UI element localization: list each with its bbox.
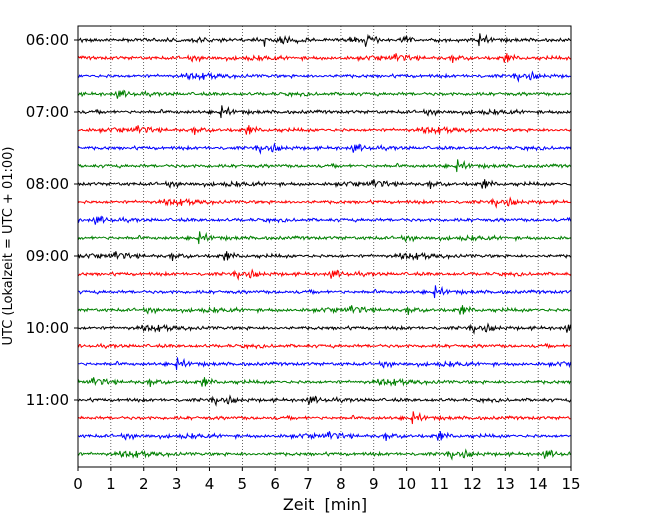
x-tick-label: 6 — [270, 475, 280, 493]
trace-line — [77, 431, 572, 441]
x-tick-label: 5 — [238, 475, 248, 493]
trace-line — [78, 70, 572, 83]
x-tick-label: 10 — [397, 475, 416, 493]
x-tick-label: 14 — [529, 475, 548, 493]
x-tick-label: 2 — [139, 475, 149, 493]
trace-line — [77, 231, 572, 245]
x-tick-label: 13 — [496, 475, 515, 493]
trace-line — [77, 268, 572, 281]
y-tick-label: 08:00 — [26, 175, 69, 193]
x-axis-ticks: 0 1 2 3 4 5 6 7 8 9 10 11 12 13 14 15 — [73, 467, 581, 493]
trace-line — [77, 305, 572, 315]
trace-line — [77, 394, 572, 407]
x-tick-label: 1 — [106, 475, 116, 493]
trace-line — [77, 53, 572, 63]
trace-line — [77, 357, 572, 371]
x-tick-label: 0 — [73, 475, 83, 493]
trace-line — [77, 448, 572, 461]
y-tick-label: 11:00 — [26, 391, 69, 409]
trace-line — [77, 33, 572, 47]
y-tick-label: 07:00 — [26, 103, 69, 121]
x-tick-label: 9 — [369, 475, 379, 493]
x-tick-label: 8 — [336, 475, 346, 493]
trace-line — [77, 377, 571, 387]
x-tick-label: 4 — [205, 475, 215, 493]
trace-line — [77, 159, 572, 173]
trace-line — [77, 251, 572, 261]
trace-line — [77, 89, 572, 99]
trace-line — [77, 215, 572, 225]
y-tick-label: 06:00 — [26, 31, 69, 49]
trace-line — [77, 342, 572, 350]
y-axis-ticks: 06:00 07:00 08:00 09:00 10:00 11:00 — [26, 31, 78, 409]
trace-line — [77, 411, 572, 425]
x-tick-label: 7 — [303, 475, 313, 493]
plot-frame — [77, 25, 572, 468]
x-tick-label: 12 — [463, 475, 482, 493]
traces — [77, 33, 572, 461]
y-tick-label: 09:00 — [26, 247, 69, 265]
x-axis-label: Zeit [min] — [283, 495, 367, 514]
plot-background — [78, 26, 571, 467]
x-tick-label: 11 — [430, 475, 449, 493]
trace-line — [77, 125, 572, 135]
trace-line — [77, 105, 572, 119]
trace-line — [77, 196, 572, 209]
trace-line — [77, 322, 572, 335]
x-tick-label: 3 — [172, 475, 182, 493]
trace-line — [77, 142, 572, 155]
x-tick-label: 15 — [561, 475, 580, 493]
trace-line — [77, 179, 572, 189]
y-axis-label: UTC (Lokalzeit = UTC + 01:00) — [1, 147, 16, 346]
trace-line — [77, 285, 572, 299]
y-tick-label: 10:00 — [26, 319, 69, 337]
